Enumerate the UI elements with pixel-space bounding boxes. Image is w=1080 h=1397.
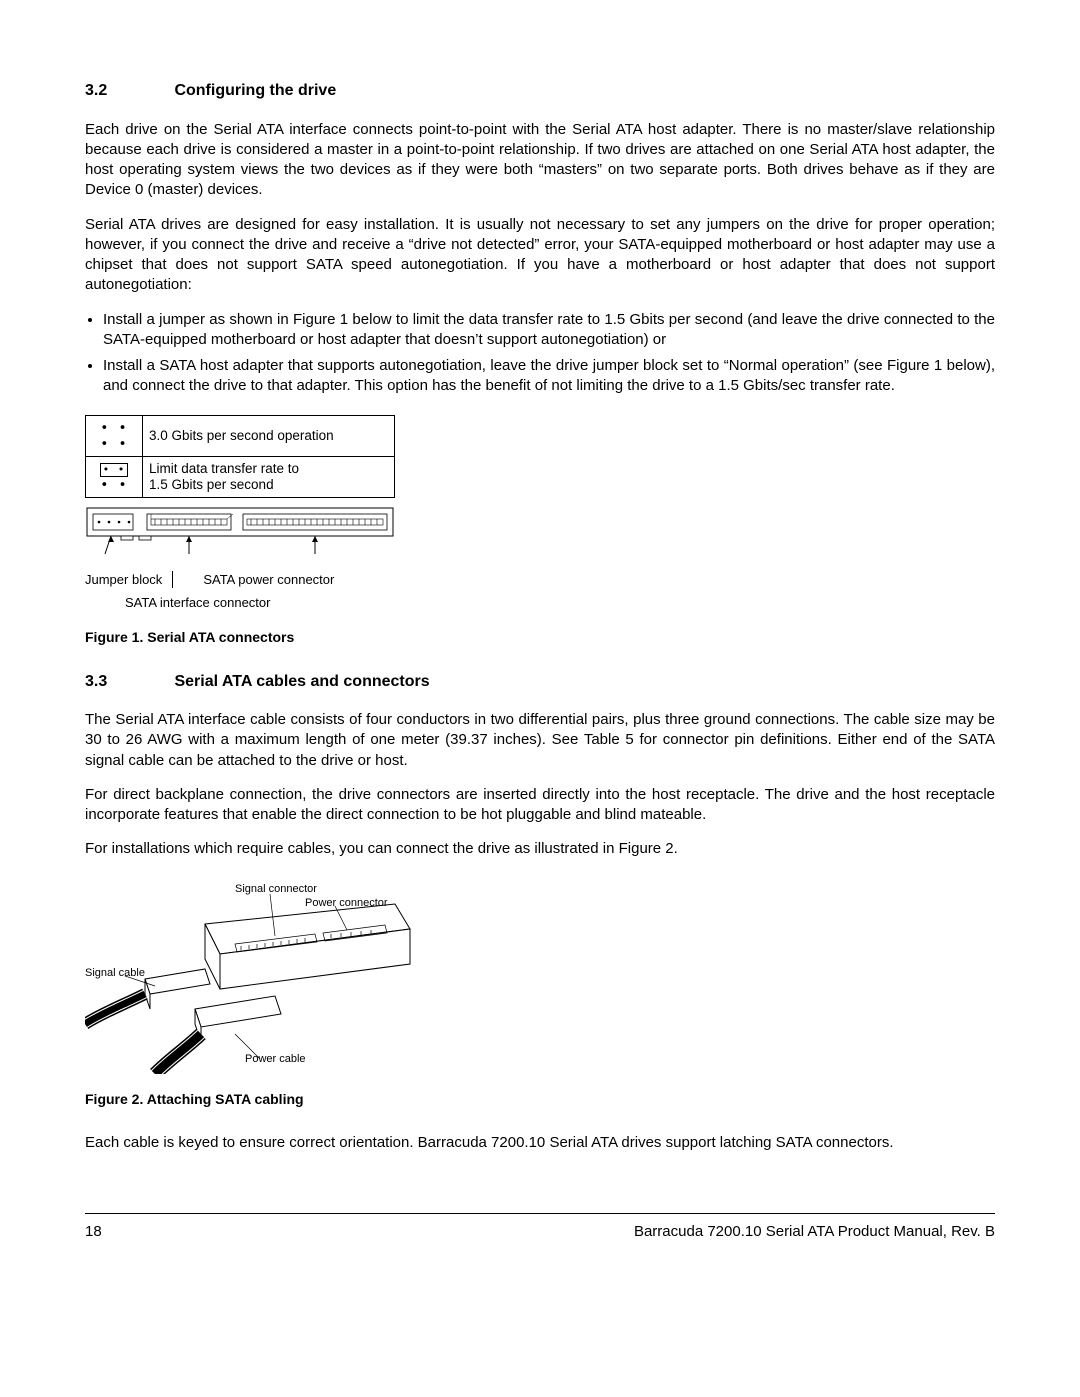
list-item: Install a SATA host adapter that support…	[103, 356, 995, 397]
jumper-desc: 3.0 Gbits per second operation	[143, 415, 395, 456]
figure-2-caption: Figure 2. Attaching SATA cabling	[85, 1090, 995, 1109]
label-signal-cable: Signal cable	[85, 966, 145, 981]
figure-1-labels: Jumper block SATA power connector SATA i…	[85, 571, 395, 612]
label-interface-connector: SATA interface connector	[85, 594, 395, 612]
jumper-icon-limit: • • • •	[86, 456, 143, 497]
footer-title: Barracuda 7200.10 Serial ATA Product Man…	[634, 1222, 995, 1242]
page-footer: 18 Barracuda 7200.10 Serial ATA Product …	[85, 1222, 995, 1242]
paragraph: Serial ATA drives are designed for easy …	[85, 215, 995, 296]
label-signal-connector: Signal connector	[235, 882, 317, 897]
jumper-icon-4pins: • • • •	[86, 415, 143, 456]
label-power-connector: SATA power connector	[173, 571, 334, 589]
bullet-list: Install a jumper as shown in Figure 1 be…	[85, 310, 995, 397]
paragraph: Each drive on the Serial ATA interface c…	[85, 120, 995, 201]
section-title: Serial ATA cables and connectors	[174, 673, 429, 690]
jumper-setting-table: • • • • 3.0 Gbits per second operation •…	[85, 415, 395, 499]
page-number: 18	[85, 1222, 102, 1242]
footer-rule	[85, 1213, 995, 1214]
list-item: Install a jumper as shown in Figure 1 be…	[103, 310, 995, 351]
section-title: Configuring the drive	[174, 82, 336, 99]
jumper-desc: Limit data transfer rate to 1.5 Gbits pe…	[143, 456, 395, 497]
paragraph: The Serial ATA interface cable consists …	[85, 710, 995, 771]
figure-1: • • • • 3.0 Gbits per second operation •…	[85, 415, 395, 612]
section-3-3-heading: 3.3 Serial ATA cables and connectors	[85, 671, 995, 693]
label-jumper-block: Jumper block	[85, 571, 173, 589]
paragraph: For installations which require cables, …	[85, 839, 995, 859]
label-power-cable: Power cable	[245, 1052, 306, 1067]
connector-diagram	[85, 506, 395, 556]
figure-2: Signal connector Power connector Signal …	[85, 874, 415, 1074]
section-number: 3.2	[85, 80, 170, 102]
section-number: 3.3	[85, 671, 170, 693]
section-3-2-heading: 3.2 Configuring the drive	[85, 80, 995, 102]
paragraph: Each cable is keyed to ensure correct or…	[85, 1133, 995, 1153]
figure-1-caption: Figure 1. Serial ATA connectors	[85, 628, 995, 647]
paragraph: For direct backplane connection, the dri…	[85, 785, 995, 826]
label-power-connector: Power connector	[305, 896, 388, 911]
